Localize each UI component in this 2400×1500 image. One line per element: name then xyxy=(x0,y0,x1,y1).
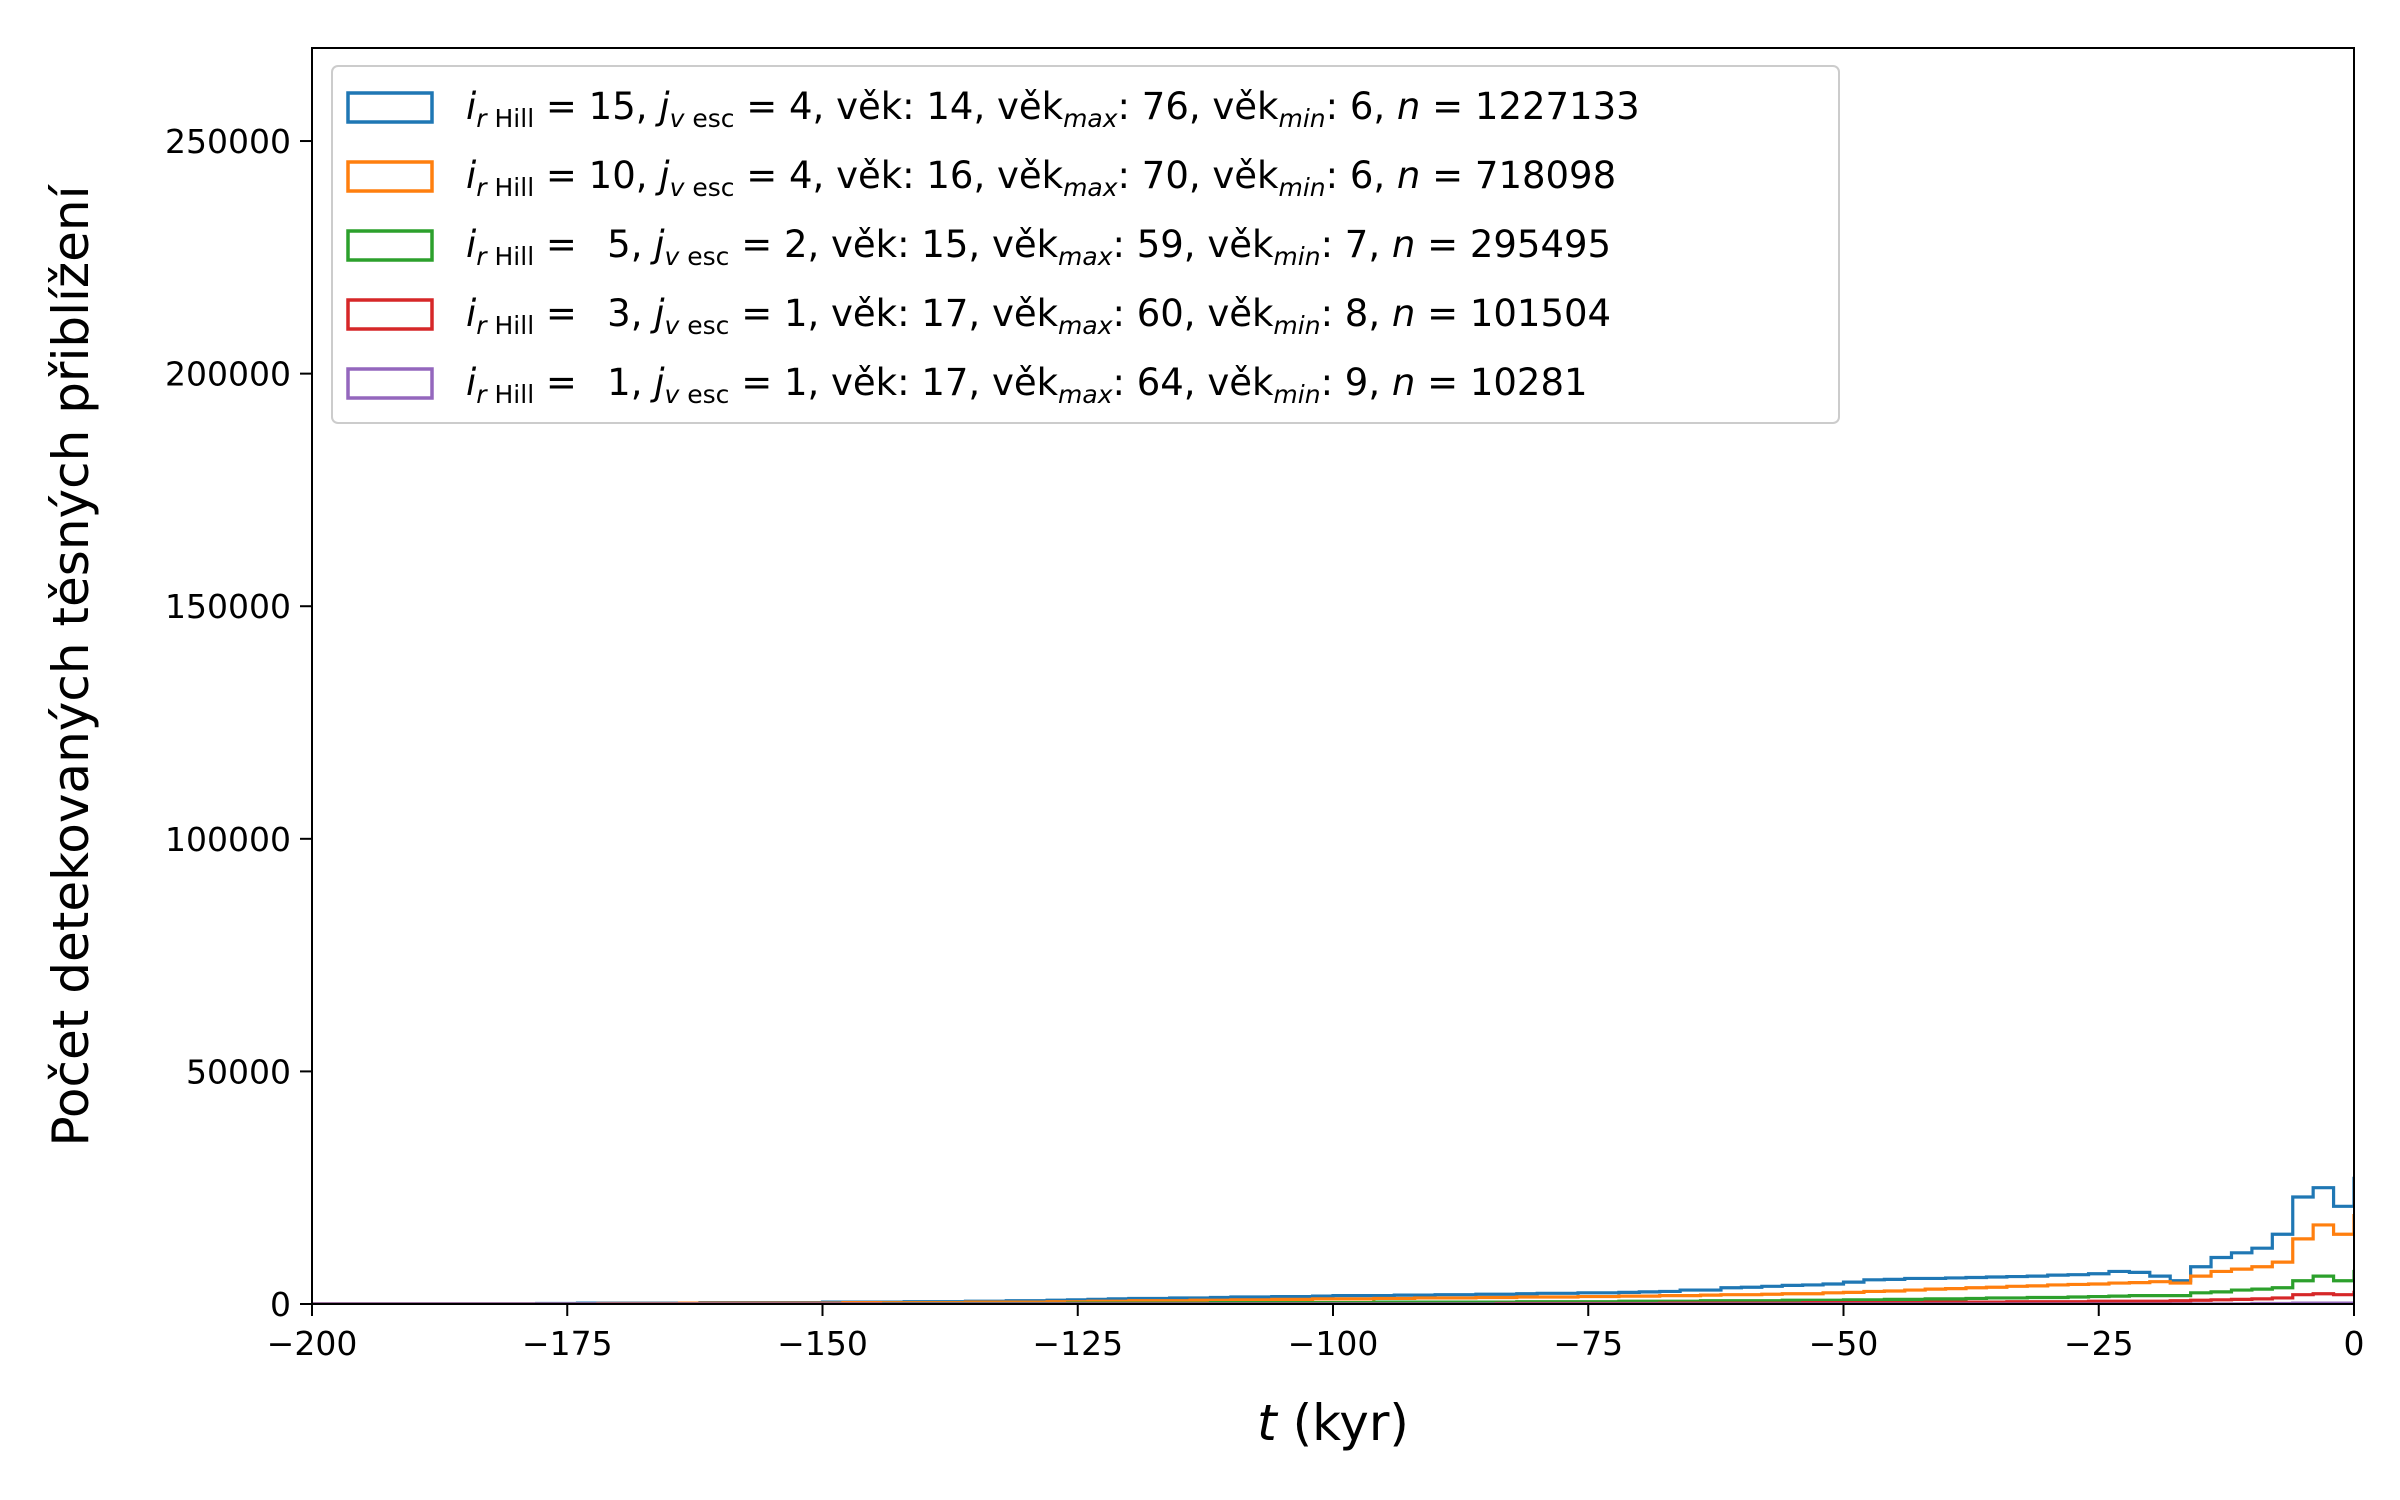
legend-swatch-2 xyxy=(346,229,434,262)
x-tick-label: −200 xyxy=(267,1324,358,1363)
x-tick-label: −75 xyxy=(1553,1324,1623,1363)
x-axis: −200 −175 −150 −125 −100 −75 −50 −25 0 xyxy=(267,1304,2365,1363)
y-tick-label: 150000 xyxy=(165,587,291,626)
y-axis-title: Počet detekovaných těsných přiblížení xyxy=(42,183,100,1146)
y-tick-label: 200000 xyxy=(165,355,291,394)
x-tick-label: −150 xyxy=(777,1324,868,1363)
legend-entry-0: ir Hill = 15, jv esc = 4, věk: 14, věkma… xyxy=(466,85,1640,133)
legend-entry-1: ir Hill = 10, jv esc = 4, věk: 16, věkma… xyxy=(466,154,1616,202)
y-tick-label: 50000 xyxy=(186,1052,291,1091)
legend-entry-2: ir Hill = 5, jv esc = 2, věk: 15, věkmax… xyxy=(466,223,1611,271)
y-tick-label: 0 xyxy=(270,1285,291,1324)
x-tick-label: 0 xyxy=(2344,1324,2365,1363)
x-tick-label: −125 xyxy=(1032,1324,1123,1363)
legend-box xyxy=(331,65,1840,424)
x-axis-title-variable: t xyxy=(1257,1394,1279,1452)
series-line-2 xyxy=(312,1269,2354,1304)
x-tick-label: −25 xyxy=(2064,1324,2134,1363)
x-axis-title-unit: (kyr) xyxy=(1277,1394,1409,1452)
legend-entry-3: ir Hill = 3, jv esc = 1, věk: 17, věkmax… xyxy=(466,292,1611,340)
legend-swatch-0 xyxy=(346,91,434,124)
x-axis-title: t (kyr) xyxy=(1257,1394,1409,1452)
legend-swatch-3 xyxy=(346,298,434,331)
y-tick-label: 100000 xyxy=(165,820,291,859)
legend-entry-4: ir Hill = 1, jv esc = 1, věk: 17, věkmax… xyxy=(466,361,1588,409)
y-tick-label: 250000 xyxy=(165,122,291,161)
x-tick-label: −100 xyxy=(1288,1324,1379,1363)
x-tick-label: −50 xyxy=(1809,1324,1879,1363)
legend-swatch-4 xyxy=(346,367,434,400)
legend-swatch-1 xyxy=(346,160,434,193)
x-tick-label: −175 xyxy=(522,1324,613,1363)
legend: ir Hill = 15, jv esc = 4, věk: 14, věkma… xyxy=(331,65,1840,424)
y-axis: 0 50000 100000 150000 200000 250000 xyxy=(165,122,312,1324)
